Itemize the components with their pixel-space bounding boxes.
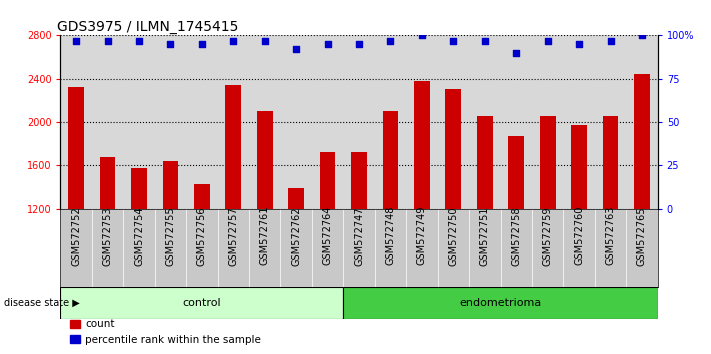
Bar <box>383 111 398 339</box>
Point <box>510 50 522 56</box>
Point <box>165 41 176 47</box>
Bar <box>508 136 524 339</box>
Text: GDS3975 / ILMN_1745415: GDS3975 / ILMN_1745415 <box>58 21 239 34</box>
Point <box>70 38 82 44</box>
Bar <box>477 116 493 339</box>
Bar <box>163 161 178 339</box>
Point <box>542 38 553 44</box>
Bar <box>257 111 272 339</box>
Text: control: control <box>183 298 221 308</box>
Point <box>322 41 333 47</box>
Bar <box>414 81 429 339</box>
Point <box>196 41 208 47</box>
Text: disease state ▶: disease state ▶ <box>4 298 80 308</box>
Point <box>448 38 459 44</box>
Point <box>353 41 365 47</box>
Bar <box>603 116 619 339</box>
Bar <box>351 153 367 339</box>
Point <box>259 38 270 44</box>
Bar <box>289 188 304 339</box>
Point <box>102 38 113 44</box>
Point <box>636 33 648 38</box>
Bar <box>100 157 115 339</box>
Bar <box>634 74 650 339</box>
Bar <box>343 287 658 319</box>
Bar <box>225 85 241 339</box>
Bar <box>320 153 336 339</box>
Point <box>228 38 239 44</box>
Bar <box>68 87 84 339</box>
Bar <box>446 88 461 339</box>
Bar <box>60 287 343 319</box>
Bar <box>194 184 210 339</box>
Point <box>134 38 145 44</box>
Point <box>605 38 616 44</box>
Point <box>291 46 302 52</box>
Bar <box>131 168 147 339</box>
Legend: count, percentile rank within the sample: count, percentile rank within the sample <box>65 315 265 349</box>
Point <box>385 38 396 44</box>
Bar <box>571 125 587 339</box>
Bar <box>540 116 555 339</box>
Point <box>416 33 427 38</box>
Point <box>479 38 491 44</box>
Text: endometrioma: endometrioma <box>459 298 542 308</box>
Point <box>573 41 584 47</box>
